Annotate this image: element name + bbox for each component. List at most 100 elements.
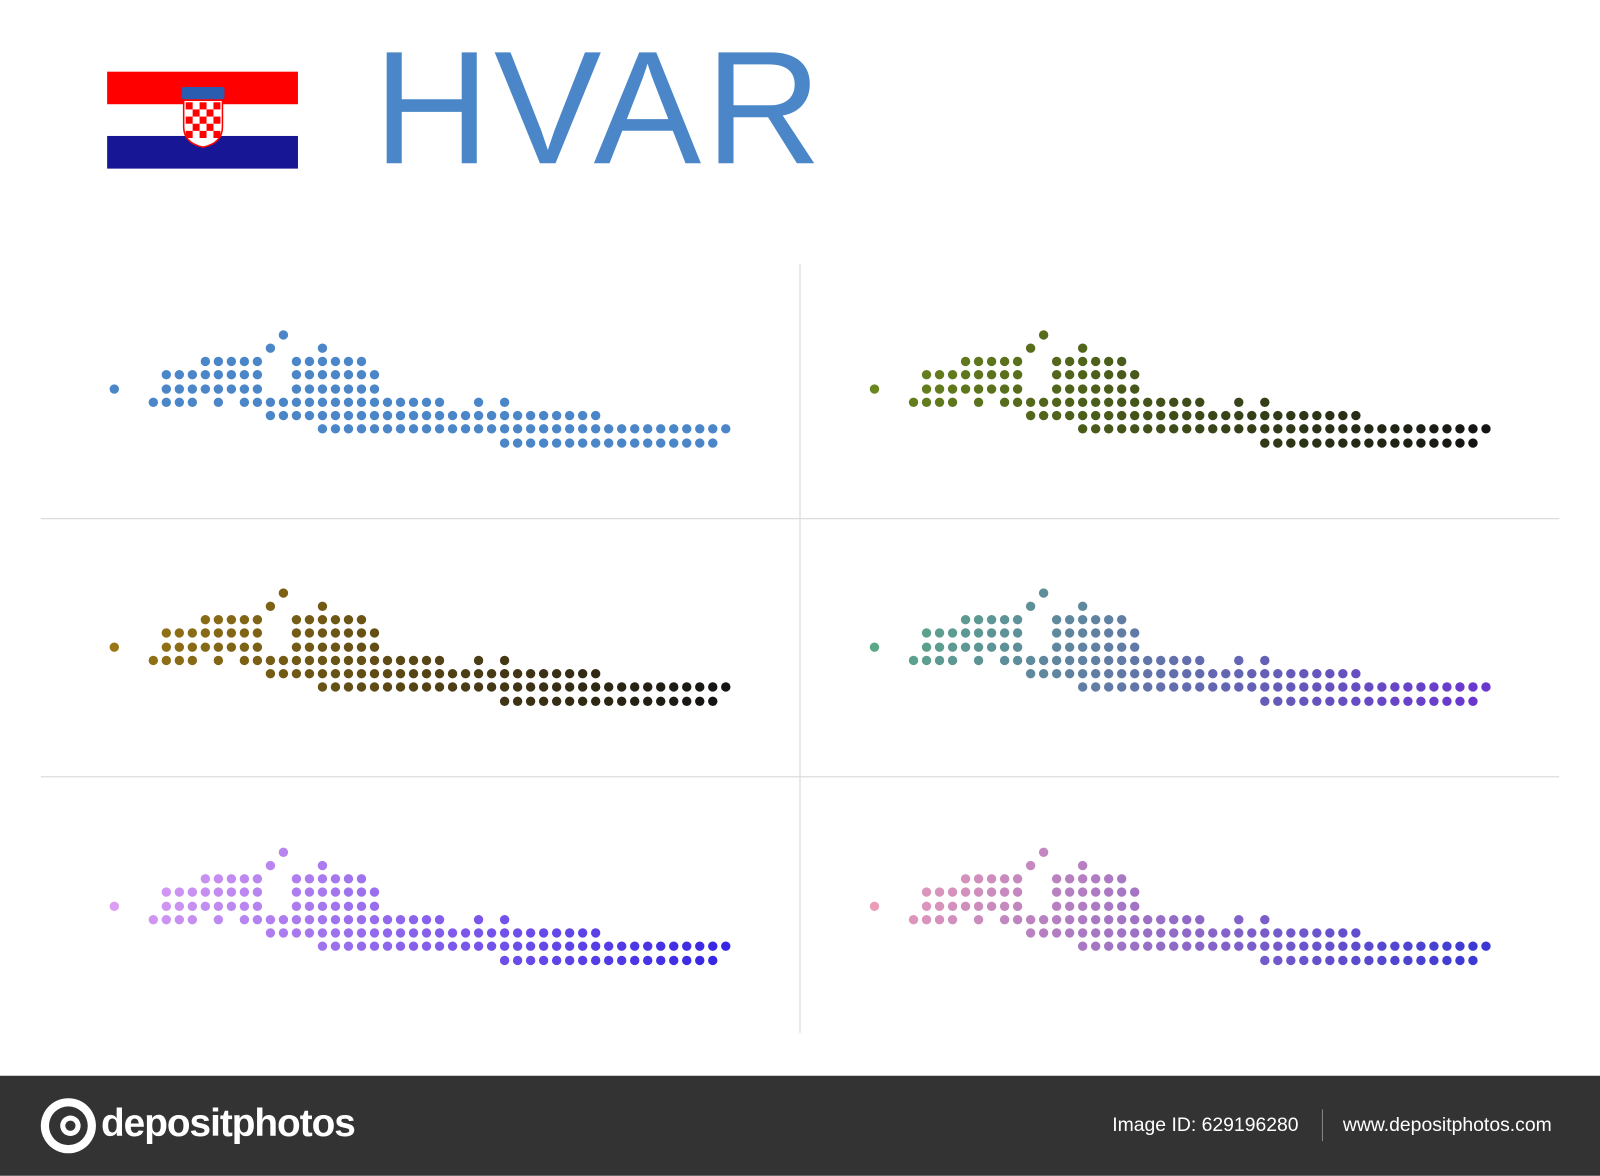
dot (499, 696, 510, 706)
dot (986, 874, 997, 884)
dot (1064, 397, 1075, 407)
dot (1051, 887, 1062, 897)
dot (538, 955, 549, 966)
dot (1338, 696, 1348, 706)
footer-logo (40, 1098, 96, 1154)
dot (317, 928, 328, 938)
dot (1364, 682, 1374, 692)
dot (1090, 901, 1101, 912)
dot (343, 410, 354, 421)
dot (356, 370, 367, 380)
dot (538, 438, 549, 448)
dot (1286, 928, 1296, 938)
dot (960, 887, 971, 897)
dot (1429, 682, 1439, 692)
dot (999, 642, 1010, 652)
dot (486, 424, 497, 434)
dot (1455, 682, 1465, 692)
dot (1364, 941, 1374, 951)
dot (577, 928, 588, 938)
dot (1143, 941, 1153, 951)
dot (695, 682, 705, 692)
dot (356, 356, 367, 367)
dot (1116, 887, 1127, 897)
dot (187, 628, 198, 638)
dot (1377, 438, 1387, 448)
dot (343, 628, 354, 638)
dot (1208, 928, 1218, 938)
dot (921, 384, 932, 394)
dot (1130, 887, 1140, 897)
dot (999, 887, 1010, 897)
dot (447, 928, 458, 938)
footer-bar (0, 1075, 1600, 1176)
dot (1442, 682, 1452, 692)
dot (304, 614, 315, 625)
dot (213, 370, 224, 380)
dot (1299, 928, 1309, 938)
dot (343, 941, 354, 951)
dot (908, 914, 919, 925)
dot (643, 941, 653, 951)
dot (630, 955, 640, 966)
dot (1077, 384, 1088, 394)
dot (1077, 424, 1088, 434)
dot (434, 941, 445, 951)
dot (473, 928, 484, 938)
dot (1234, 397, 1244, 407)
dot (630, 682, 640, 692)
dot (1260, 424, 1270, 434)
dot (226, 356, 237, 367)
dot (174, 901, 185, 912)
dot (656, 438, 666, 448)
dot (1390, 955, 1400, 966)
dot (564, 928, 575, 938)
check (192, 109, 200, 117)
dot (1038, 847, 1049, 857)
dot (1051, 655, 1062, 666)
dot (161, 397, 172, 407)
dot (869, 901, 880, 912)
dot (616, 682, 627, 692)
dot (1468, 955, 1478, 966)
dot (695, 438, 705, 448)
dot (330, 655, 341, 666)
dot (656, 941, 666, 951)
dot (291, 928, 302, 938)
dot (1273, 696, 1283, 706)
dot (1416, 696, 1426, 706)
dot (278, 847, 289, 857)
dot (603, 955, 614, 966)
dot (356, 928, 367, 938)
dot (551, 669, 562, 679)
dot (616, 438, 627, 448)
dot (291, 642, 302, 652)
dot (1325, 941, 1335, 951)
dot (1064, 370, 1075, 380)
dot (603, 696, 614, 706)
dot (291, 614, 302, 625)
dot (973, 356, 984, 367)
dot (252, 642, 263, 652)
dot (343, 901, 354, 912)
dot (317, 628, 328, 638)
dot (291, 669, 302, 679)
dot (934, 384, 945, 394)
dot (1116, 941, 1127, 951)
dot (525, 410, 536, 421)
dot (1195, 941, 1205, 951)
dot (421, 397, 432, 407)
dot (551, 424, 562, 434)
dot (226, 370, 237, 380)
dot (921, 901, 932, 912)
dot (317, 874, 328, 884)
dot (239, 642, 250, 652)
dot (187, 887, 198, 897)
dot (252, 628, 263, 638)
dot (630, 438, 640, 448)
dot (1064, 914, 1075, 925)
dot (1103, 941, 1114, 951)
dot (1077, 669, 1088, 679)
dot (986, 370, 997, 380)
dot (973, 397, 984, 407)
